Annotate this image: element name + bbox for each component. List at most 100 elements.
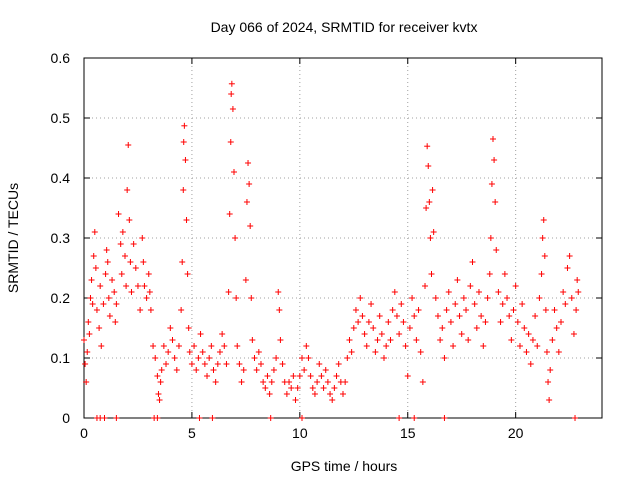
data-point <box>249 337 256 343</box>
data-point <box>465 337 472 343</box>
data-point <box>378 331 385 337</box>
data-point <box>574 277 581 283</box>
data-point <box>155 391 162 397</box>
data-point <box>92 265 99 271</box>
data-point <box>267 415 274 421</box>
data-point <box>428 271 435 277</box>
data-point <box>97 283 104 289</box>
data-point <box>179 259 186 265</box>
data-point <box>560 289 567 295</box>
data-point <box>124 187 131 193</box>
data-point <box>279 361 286 367</box>
data-point <box>147 307 154 313</box>
data-point <box>413 337 420 343</box>
data-point <box>411 415 418 421</box>
data-point <box>486 271 493 277</box>
data-point <box>273 355 280 361</box>
data-point <box>396 415 403 421</box>
data-point <box>146 289 153 295</box>
data-point <box>419 379 426 385</box>
data-point <box>165 349 172 355</box>
data-point <box>123 283 130 289</box>
data-point <box>104 259 111 265</box>
data-point <box>137 307 144 313</box>
data-point <box>365 319 372 325</box>
data-point <box>441 415 448 421</box>
data-point <box>113 301 120 307</box>
data-point <box>430 229 437 235</box>
data-point <box>309 385 316 391</box>
data-point <box>204 373 211 379</box>
data-point <box>86 331 93 337</box>
data-point <box>209 415 216 421</box>
y-tick-label: 0.5 <box>51 110 71 126</box>
data-point <box>305 355 312 361</box>
data-point <box>478 313 485 319</box>
data-point <box>389 307 396 313</box>
data-point <box>216 349 223 355</box>
chart-title: Day 066 of 2024, SRMTID for receiver kvt… <box>211 19 478 35</box>
data-point <box>350 325 357 331</box>
data-point <box>119 229 126 235</box>
data-point <box>196 415 203 421</box>
data-point <box>385 319 392 325</box>
data-point <box>112 319 119 325</box>
data-point <box>551 307 558 313</box>
data-point <box>228 91 235 97</box>
data-point <box>270 367 277 373</box>
data-point <box>227 139 234 145</box>
data-point <box>570 331 577 337</box>
data-point <box>117 241 124 247</box>
data-point <box>374 337 381 343</box>
data-point <box>243 199 250 205</box>
data-point <box>82 361 89 367</box>
data-point <box>499 301 506 307</box>
data-point <box>292 397 299 403</box>
data-point <box>497 319 504 325</box>
data-point <box>158 367 165 373</box>
data-point <box>154 415 161 421</box>
data-point <box>157 379 164 385</box>
data-point <box>508 337 515 343</box>
y-tick-label: 0.4 <box>51 170 71 186</box>
data-point <box>275 289 282 295</box>
data-point <box>257 361 264 367</box>
data-point <box>327 391 334 397</box>
data-point <box>501 271 508 277</box>
data-point <box>490 136 497 142</box>
data-point <box>387 337 394 343</box>
data-point <box>320 385 327 391</box>
axis-ticks: 0 5 10 15 20 0 0.1 0.2 0.3 0.4 0.5 0.6 <box>51 50 602 441</box>
data-point <box>106 313 113 319</box>
data-point <box>160 343 167 349</box>
data-point <box>340 391 346 397</box>
data-point <box>510 307 517 313</box>
data-point <box>512 283 519 289</box>
data-point <box>115 211 122 217</box>
y-tick-label: 0.6 <box>51 50 71 66</box>
data-point <box>372 349 379 355</box>
data-point <box>523 349 530 355</box>
data-point <box>454 277 461 283</box>
data-point <box>423 205 430 211</box>
data-point <box>307 373 314 379</box>
data-point <box>246 181 253 187</box>
data-point <box>128 289 135 295</box>
data-point <box>288 385 295 391</box>
data-point <box>506 313 513 319</box>
data-point <box>100 301 107 307</box>
data-point <box>370 325 377 331</box>
data-point <box>473 325 480 331</box>
data-point <box>228 80 235 87</box>
data-point <box>141 283 148 289</box>
data-point <box>402 343 409 349</box>
data-point <box>406 325 413 331</box>
data-point <box>564 265 571 271</box>
data-point <box>143 295 150 301</box>
data-point <box>260 379 267 385</box>
data-point <box>393 313 400 319</box>
data-point <box>199 349 206 355</box>
data-point <box>253 367 260 373</box>
data-point <box>88 277 95 283</box>
